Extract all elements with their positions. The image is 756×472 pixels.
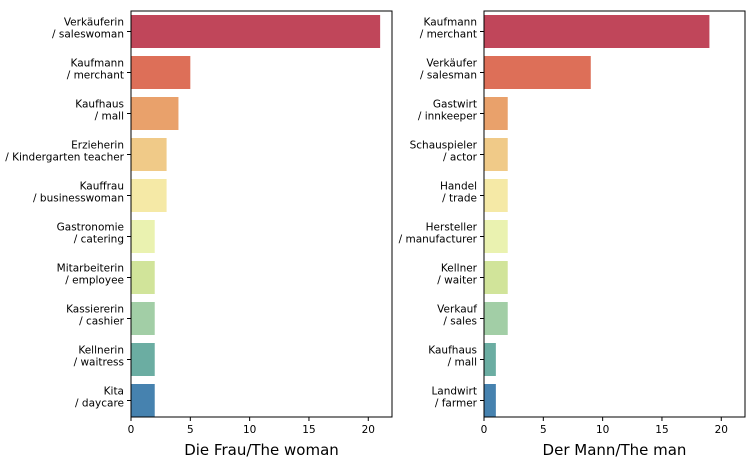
category-label-line: Handel <box>440 181 477 193</box>
x-tick-label: 0 <box>128 424 135 436</box>
bar <box>131 97 179 130</box>
category-label: Kaufmann / merchant <box>67 58 124 82</box>
category-label-line: Kaufmann <box>424 17 477 29</box>
category-label-line: / merchant <box>420 29 477 41</box>
category-label: Verkäufer / salesman <box>420 58 478 82</box>
bar <box>484 56 591 89</box>
x-tick-label: 10 <box>596 424 609 436</box>
category-label-line: Kauffrau <box>80 181 124 193</box>
category-label-line: / waitress <box>74 357 124 369</box>
category-label-line: Kita <box>104 386 124 398</box>
bar <box>131 15 381 48</box>
x-axis-label: Die Frau/The woman <box>184 441 339 459</box>
x-axis-label: Der Mann/The man <box>543 441 687 459</box>
category-label-line: Gastwirt <box>433 99 477 111</box>
category-label: Kaufmann / merchant <box>420 17 477 41</box>
bar <box>484 97 508 130</box>
bar <box>484 302 508 335</box>
bar <box>131 302 155 335</box>
category-label-line: Landwirt <box>431 386 477 398</box>
category-label-line: / sales <box>443 316 477 328</box>
bar <box>484 343 496 376</box>
category-label: Erzieherin / Kindergarten teacher <box>5 140 124 164</box>
category-label-line: / trade <box>442 193 477 205</box>
bar <box>484 15 710 48</box>
category-label: Kauffrau / businesswoman <box>33 181 124 205</box>
category-label-line: Kassiererin <box>66 304 124 316</box>
x-tick-label: 5 <box>187 424 194 436</box>
x-tick-label: 20 <box>362 424 375 436</box>
category-label: Kellner / waiter <box>437 263 477 287</box>
category-label-line: Kaufhaus <box>428 345 477 357</box>
category-label: Kita / daycare <box>75 386 124 410</box>
category-label-line: / catering <box>74 234 124 246</box>
category-label-line: Kaufmann <box>71 58 124 70</box>
category-label-line: / daycare <box>75 398 124 410</box>
category-label: Landwirt / farmer <box>431 386 477 410</box>
x-tick-label: 0 <box>481 424 488 436</box>
bar <box>484 220 508 253</box>
category-label: Gastwirt / innkeeper <box>418 99 478 123</box>
category-label: Hersteller / manufacturer <box>399 222 478 246</box>
bar <box>131 384 155 417</box>
axes-frame <box>483 10 746 418</box>
category-label-line: Verkäuferin <box>64 17 124 29</box>
bar <box>484 261 508 294</box>
x-tick-label: 15 <box>655 424 668 436</box>
category-label-line: / mall <box>448 357 477 369</box>
category-label-line: / waiter <box>437 275 477 287</box>
x-tick-label: 20 <box>715 424 728 436</box>
bar <box>131 179 167 212</box>
category-label-line: Verkäufer <box>426 58 477 70</box>
bar <box>484 179 508 212</box>
category-label-line: Gastronomie <box>57 222 124 234</box>
category-label: Kaufhaus / mall <box>75 99 124 123</box>
category-label-line: / employee <box>65 275 124 287</box>
category-label-line: / Kindergarten teacher <box>5 152 124 164</box>
category-label-line: / farmer <box>435 398 478 410</box>
chart-panel-1: Verkäuferin / saleswoman Kaufmann / merchan… <box>5 10 393 459</box>
category-label: Kassiererin / cashier <box>66 304 125 328</box>
axes-frame <box>130 10 393 418</box>
category-label-line: / merchant <box>67 70 124 82</box>
category-label-line: Verkauf <box>437 304 477 316</box>
category-label-line: / actor <box>443 152 478 164</box>
bar <box>484 384 496 417</box>
category-label: Kellnerin / waitress <box>74 345 124 369</box>
bar <box>131 220 155 253</box>
category-label: Schauspieler / actor <box>410 140 478 164</box>
bar <box>484 138 508 171</box>
bar <box>131 343 155 376</box>
category-label: Mitarbeiterin / employee <box>57 263 124 287</box>
bar <box>131 138 167 171</box>
x-tick-label: 5 <box>540 424 547 436</box>
category-label-line: / salesman <box>420 70 477 82</box>
category-label-line: / mall <box>95 111 124 123</box>
category-label-line: / manufacturer <box>399 234 478 246</box>
bar <box>131 56 191 89</box>
category-label: Verkauf / sales <box>437 304 477 328</box>
category-label: Kaufhaus / mall <box>428 345 477 369</box>
category-label-line: / innkeeper <box>418 111 478 123</box>
category-label-line: Erzieherin <box>71 140 124 152</box>
category-label: Handel / trade <box>440 181 477 205</box>
category-label-line: Schauspieler <box>410 140 478 152</box>
bar <box>131 261 155 294</box>
chart-panel-2: Kaufmann / merchant Verkäufer / salesman Gas… <box>399 10 746 459</box>
x-tick-label: 10 <box>243 424 256 436</box>
category-label-line: Hersteller <box>426 222 478 234</box>
category-label-line: / saleswoman <box>52 29 124 41</box>
category-label-line: Kaufhaus <box>75 99 124 111</box>
category-label-line: / businesswoman <box>33 193 124 205</box>
category-label-line: Kellner <box>441 263 478 275</box>
category-label: Gastronomie / catering <box>57 222 124 246</box>
x-tick-label: 15 <box>302 424 315 436</box>
category-label: Verkäuferin / saleswoman <box>52 17 124 41</box>
category-label-line: / cashier <box>79 316 125 328</box>
category-label-line: Mitarbeiterin <box>57 263 124 275</box>
category-label-line: Kellnerin <box>78 345 124 357</box>
